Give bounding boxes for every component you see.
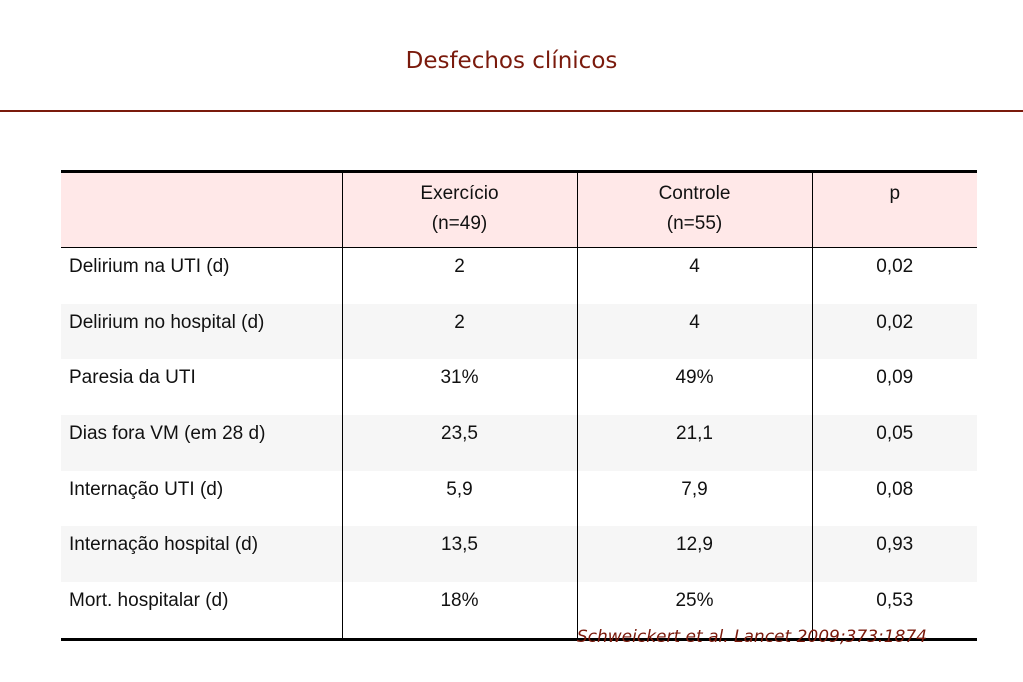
table-row: Internação UTI (d) 5,9 7,9 0,08 [61,470,977,527]
results-table: Exercício (n=49) Controle (n=55) p Delir… [61,170,977,641]
table-row: Dias fora VM (em 28 d) 23,5 21,1 0,05 [61,415,977,471]
row-label: Paresia da UTI [69,367,196,389]
cell-controle: 4 [576,247,812,304]
cell-p: 0,02 [811,247,977,304]
title-divider [0,110,1023,112]
header-cell-empty [61,171,342,248]
table-row: Internação hospital (d) 13,5 12,9 0,93 [61,526,977,583]
table-row: Delirium no hospital (d) 2 4 0,02 [61,303,977,360]
slide-title: Desfechos clínicos [405,48,618,74]
header-exercicio-n: (n=49) [431,213,488,234]
row-label: Mort. hospitalar (d) [69,590,229,612]
cell-p: 0,05 [811,415,977,471]
header-exercicio-label: Exercício [420,183,499,204]
cell-exercicio: 5,9 [341,470,577,527]
cell-controle: 12,9 [576,526,812,583]
cell-exercicio: 13,5 [341,526,577,583]
cell-controle: 7,9 [576,470,812,527]
table-row: Mort. hospitalar (d) 18% 25% 0,53 [61,582,977,640]
cell-exercicio: 2 [341,303,577,360]
header-controle-label: Controle [658,183,731,204]
header-cell-controle: Controle (n=55) [576,171,812,248]
cell-exercicio: 2 [341,247,577,304]
cell-exercicio: 18% [341,582,577,640]
cell-exercicio: 31% [341,359,577,416]
cell-p: 0,93 [811,526,977,583]
cell-controle: 25% [576,582,812,640]
cell-exercicio: 23,5 [341,415,577,471]
header-controle-n: (n=55) [666,213,723,234]
table-row: Paresia da UTI 31% 49% 0,09 [61,359,977,416]
table-header-row: Exercício (n=49) Controle (n=55) p [61,171,977,248]
cell-p: 0,02 [811,303,977,360]
row-label: Delirium na UTI (d) [69,256,230,277]
row-label: Delirium no hospital (d) [61,303,342,360]
header-p-label: p [889,183,901,204]
row-label: Internação UTI (d) [69,478,224,500]
header-cell-exercicio: Exercício (n=49) [341,171,577,248]
row-label: Internação hospital (d) [61,526,342,583]
table-row: Delirium na UTI (d) 2 4 0,02 [61,247,977,304]
cell-p: 0,09 [811,359,977,416]
cell-p: 0,53 [811,582,977,640]
cell-p: 0,08 [811,470,977,527]
header-cell-p: p [811,171,977,248]
cell-controle: 21,1 [576,415,812,471]
citation: Schweickert et al. Lancet 2009;373:1874 [576,627,927,647]
cell-controle: 4 [576,303,812,360]
row-label: Dias fora VM (em 28 d) [61,415,342,471]
cell-controle: 49% [576,359,812,416]
